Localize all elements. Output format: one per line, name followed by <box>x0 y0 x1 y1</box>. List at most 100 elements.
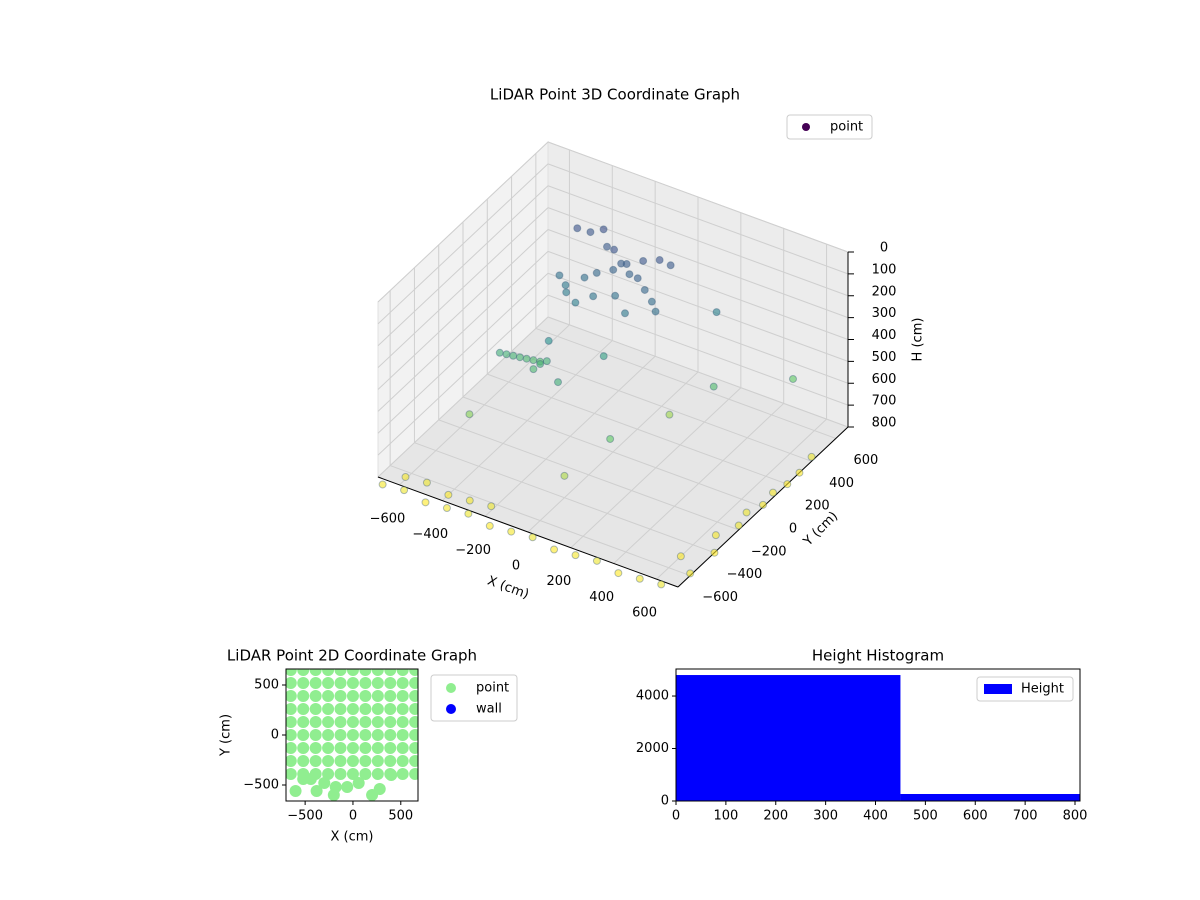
point <box>286 669 297 676</box>
grid-line <box>377 185 549 347</box>
point <box>309 742 322 754</box>
y-tick-label: 4000 <box>636 689 669 704</box>
point <box>422 478 431 487</box>
point <box>529 365 538 374</box>
x-tick-label: 700 <box>1013 809 1038 824</box>
chart-histogram: 0 100 200 300 400 500 600 700 800 0 2000 4000 Height… <box>636 647 1088 824</box>
legend-marker <box>984 684 1012 694</box>
y-tick-label: −500 <box>243 778 279 793</box>
point <box>286 677 297 689</box>
legend-label: wall <box>476 702 502 717</box>
point <box>322 716 335 728</box>
z-tick-label: 400 <box>872 328 897 343</box>
point <box>334 742 347 754</box>
point <box>359 729 372 741</box>
legend-marker <box>446 704 456 714</box>
point <box>384 677 397 689</box>
point <box>554 378 562 387</box>
point <box>396 690 409 702</box>
point <box>396 703 409 715</box>
y-tick-label: 400 <box>829 476 854 491</box>
point <box>515 353 524 362</box>
point <box>562 288 571 297</box>
grid-line <box>462 396 764 508</box>
y-tick-label: 200 <box>805 499 830 514</box>
y-tick-label: −600 <box>702 590 738 605</box>
x-tick-label: 400 <box>589 590 614 605</box>
point <box>346 755 359 767</box>
bar <box>676 675 901 801</box>
point <box>322 755 335 767</box>
point <box>286 742 297 754</box>
y-axis-label: Y (cm) <box>800 509 841 550</box>
point <box>606 434 615 443</box>
axes-frame <box>675 668 1081 802</box>
point <box>635 574 644 583</box>
point <box>396 768 409 780</box>
grid-line <box>377 207 549 368</box>
x-tick-label: 300 <box>813 809 838 824</box>
chart-3d: −600−400−2000200400600−600−400−200020040… <box>370 86 926 621</box>
point <box>346 768 359 780</box>
point <box>304 773 317 785</box>
point <box>359 690 372 702</box>
point <box>625 270 634 279</box>
legend-box <box>430 674 518 722</box>
point <box>371 742 384 754</box>
point <box>769 488 777 497</box>
point <box>571 298 580 307</box>
point <box>359 742 372 754</box>
point <box>346 690 359 702</box>
point <box>647 297 656 306</box>
point <box>609 265 618 274</box>
y-tick-label: 2000 <box>636 741 669 756</box>
point <box>561 281 570 290</box>
point <box>485 521 494 530</box>
grid-line <box>547 316 849 428</box>
point <box>359 716 372 728</box>
point <box>297 716 310 728</box>
point <box>592 556 601 565</box>
point <box>464 509 473 518</box>
point <box>599 352 608 361</box>
z-tick-label: 100 <box>872 262 897 277</box>
x-tick-label: 400 <box>863 809 888 824</box>
point <box>807 452 816 461</box>
point <box>580 273 589 282</box>
x-axis-label: X (cm) <box>485 574 531 603</box>
point <box>560 471 569 480</box>
point <box>297 729 310 741</box>
point <box>309 729 322 741</box>
point <box>359 677 372 689</box>
point <box>639 256 648 265</box>
grid-line <box>547 163 849 275</box>
grid-line <box>547 207 849 319</box>
chart-title: Height Histogram <box>812 647 944 665</box>
point <box>384 716 397 728</box>
point <box>657 580 666 589</box>
chart-title: LiDAR Point 3D Coordinate Graph <box>490 86 740 104</box>
point <box>371 669 384 676</box>
point <box>544 336 553 345</box>
point <box>409 716 418 728</box>
grid-line <box>535 327 837 439</box>
point <box>640 285 649 294</box>
grid-line <box>377 141 549 303</box>
point <box>359 768 372 780</box>
z-axis-label: H (cm) <box>911 318 926 362</box>
z-tick-label: 600 <box>872 372 897 387</box>
point <box>334 729 347 741</box>
point <box>297 669 310 676</box>
point <box>573 224 582 233</box>
legend-box <box>786 114 873 140</box>
point <box>614 569 623 578</box>
points <box>286 669 418 801</box>
point <box>286 755 297 767</box>
point <box>371 729 384 741</box>
point <box>334 755 347 767</box>
point <box>665 410 674 419</box>
points <box>378 224 816 589</box>
point <box>378 480 387 489</box>
x-tick-label: 500 <box>913 809 938 824</box>
grid-line <box>377 316 549 478</box>
